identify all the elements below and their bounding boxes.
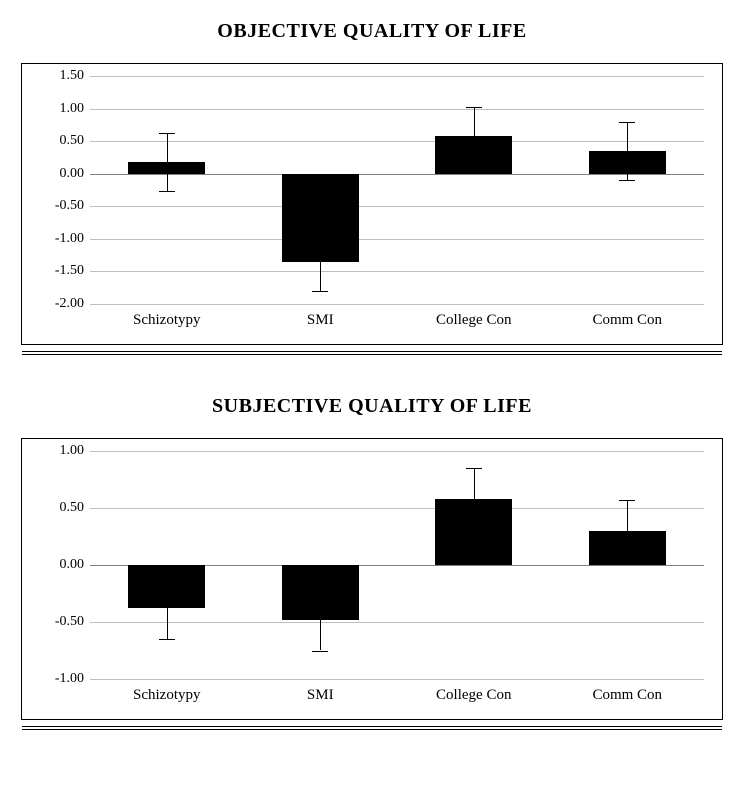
error-bar-cap bbox=[619, 122, 635, 123]
y-tick-label: 1.50 bbox=[60, 68, 85, 84]
error-bar-stem bbox=[627, 500, 628, 562]
y-tick-label: 1.00 bbox=[60, 443, 85, 459]
x-tick-label: College Con bbox=[436, 312, 511, 329]
y-tick-label: -1.50 bbox=[55, 263, 84, 279]
error-bar-cap bbox=[466, 165, 482, 166]
y-tick-label: 1.00 bbox=[60, 101, 85, 117]
error-bar-cap bbox=[466, 107, 482, 108]
y-tick-label: -1.00 bbox=[55, 671, 84, 687]
y-tick-label: 0.00 bbox=[60, 557, 85, 573]
y-tick-label: -1.00 bbox=[55, 231, 84, 247]
gridline bbox=[90, 508, 704, 509]
error-bar-cap bbox=[159, 639, 175, 640]
x-tick-label: Comm Con bbox=[592, 687, 662, 704]
x-tick-label: SMI bbox=[307, 687, 334, 704]
error-bar-cap bbox=[619, 500, 635, 501]
error-bar-cap bbox=[619, 562, 635, 563]
error-bar-cap bbox=[312, 291, 328, 292]
error-bar-stem bbox=[320, 232, 321, 291]
gridline bbox=[90, 76, 704, 77]
gridline bbox=[90, 141, 704, 142]
error-bar-stem bbox=[627, 122, 628, 181]
chart-objective: OBJECTIVE QUALITY OF LIFE -2.00 -1.50 -1.00… bbox=[10, 20, 734, 355]
chart-title: OBJECTIVE QUALITY OF LIFE bbox=[10, 20, 734, 43]
gridline bbox=[90, 679, 704, 680]
x-tick-label: Comm Con bbox=[592, 312, 662, 329]
gridline bbox=[90, 304, 704, 305]
y-tick-label: -2.00 bbox=[55, 296, 84, 312]
gridline bbox=[90, 271, 704, 272]
gridline bbox=[90, 451, 704, 452]
error-bar-cap bbox=[312, 651, 328, 652]
y-tick-label: 0.50 bbox=[60, 500, 85, 516]
gridline bbox=[90, 174, 704, 175]
y-tick-label: 0.50 bbox=[60, 133, 85, 149]
error-bar-cap bbox=[466, 530, 482, 531]
error-bar-stem bbox=[474, 107, 475, 166]
y-tick-label: 0.00 bbox=[60, 166, 85, 182]
charts-container: OBJECTIVE QUALITY OF LIFE -2.00 -1.50 -1.00… bbox=[10, 20, 734, 730]
gridline bbox=[90, 239, 704, 240]
error-bar-stem bbox=[167, 133, 168, 192]
gridline bbox=[90, 622, 704, 623]
under-rule bbox=[22, 726, 722, 730]
error-bar-cap bbox=[466, 468, 482, 469]
error-bar-cap bbox=[312, 589, 328, 590]
chart-subjective: SUBJECTIVE QUALITY OF LIFE -1.00 -0.50 0.00… bbox=[10, 395, 734, 730]
y-tick-label: -0.50 bbox=[55, 614, 84, 630]
x-tick-label: Schizotypy bbox=[133, 312, 201, 329]
under-rule bbox=[22, 351, 722, 355]
plot-area: -2.00-1.50-1.00-0.500.000.501.001.50Schi… bbox=[90, 76, 704, 304]
error-bar-stem bbox=[474, 468, 475, 530]
error-bar-cap bbox=[312, 232, 328, 233]
y-tick-label: -0.50 bbox=[55, 198, 84, 214]
error-bar-cap bbox=[619, 180, 635, 181]
chart-title: SUBJECTIVE QUALITY OF LIFE bbox=[10, 395, 734, 418]
error-bar-stem bbox=[320, 589, 321, 651]
error-bar-cap bbox=[159, 191, 175, 192]
gridline bbox=[90, 109, 704, 110]
gridline bbox=[90, 206, 704, 207]
chart-box: -1.00 -0.50 0.00 0.50 1.00 Schizotypy SMI Colle… bbox=[21, 438, 723, 720]
chart-box: -2.00 -1.50 -1.00 -0.50 0.00 0.50 1.00 1.50 Schi… bbox=[21, 63, 723, 345]
error-bar-cap bbox=[159, 578, 175, 579]
x-tick-label: College Con bbox=[436, 687, 511, 704]
x-tick-label: SMI bbox=[307, 312, 334, 329]
x-tick-label: Schizotypy bbox=[133, 687, 201, 704]
error-bar-stem bbox=[167, 578, 168, 640]
plot-area: -1.00-0.500.000.501.00SchizotypySMIColle… bbox=[90, 451, 704, 679]
error-bar-cap bbox=[159, 133, 175, 134]
